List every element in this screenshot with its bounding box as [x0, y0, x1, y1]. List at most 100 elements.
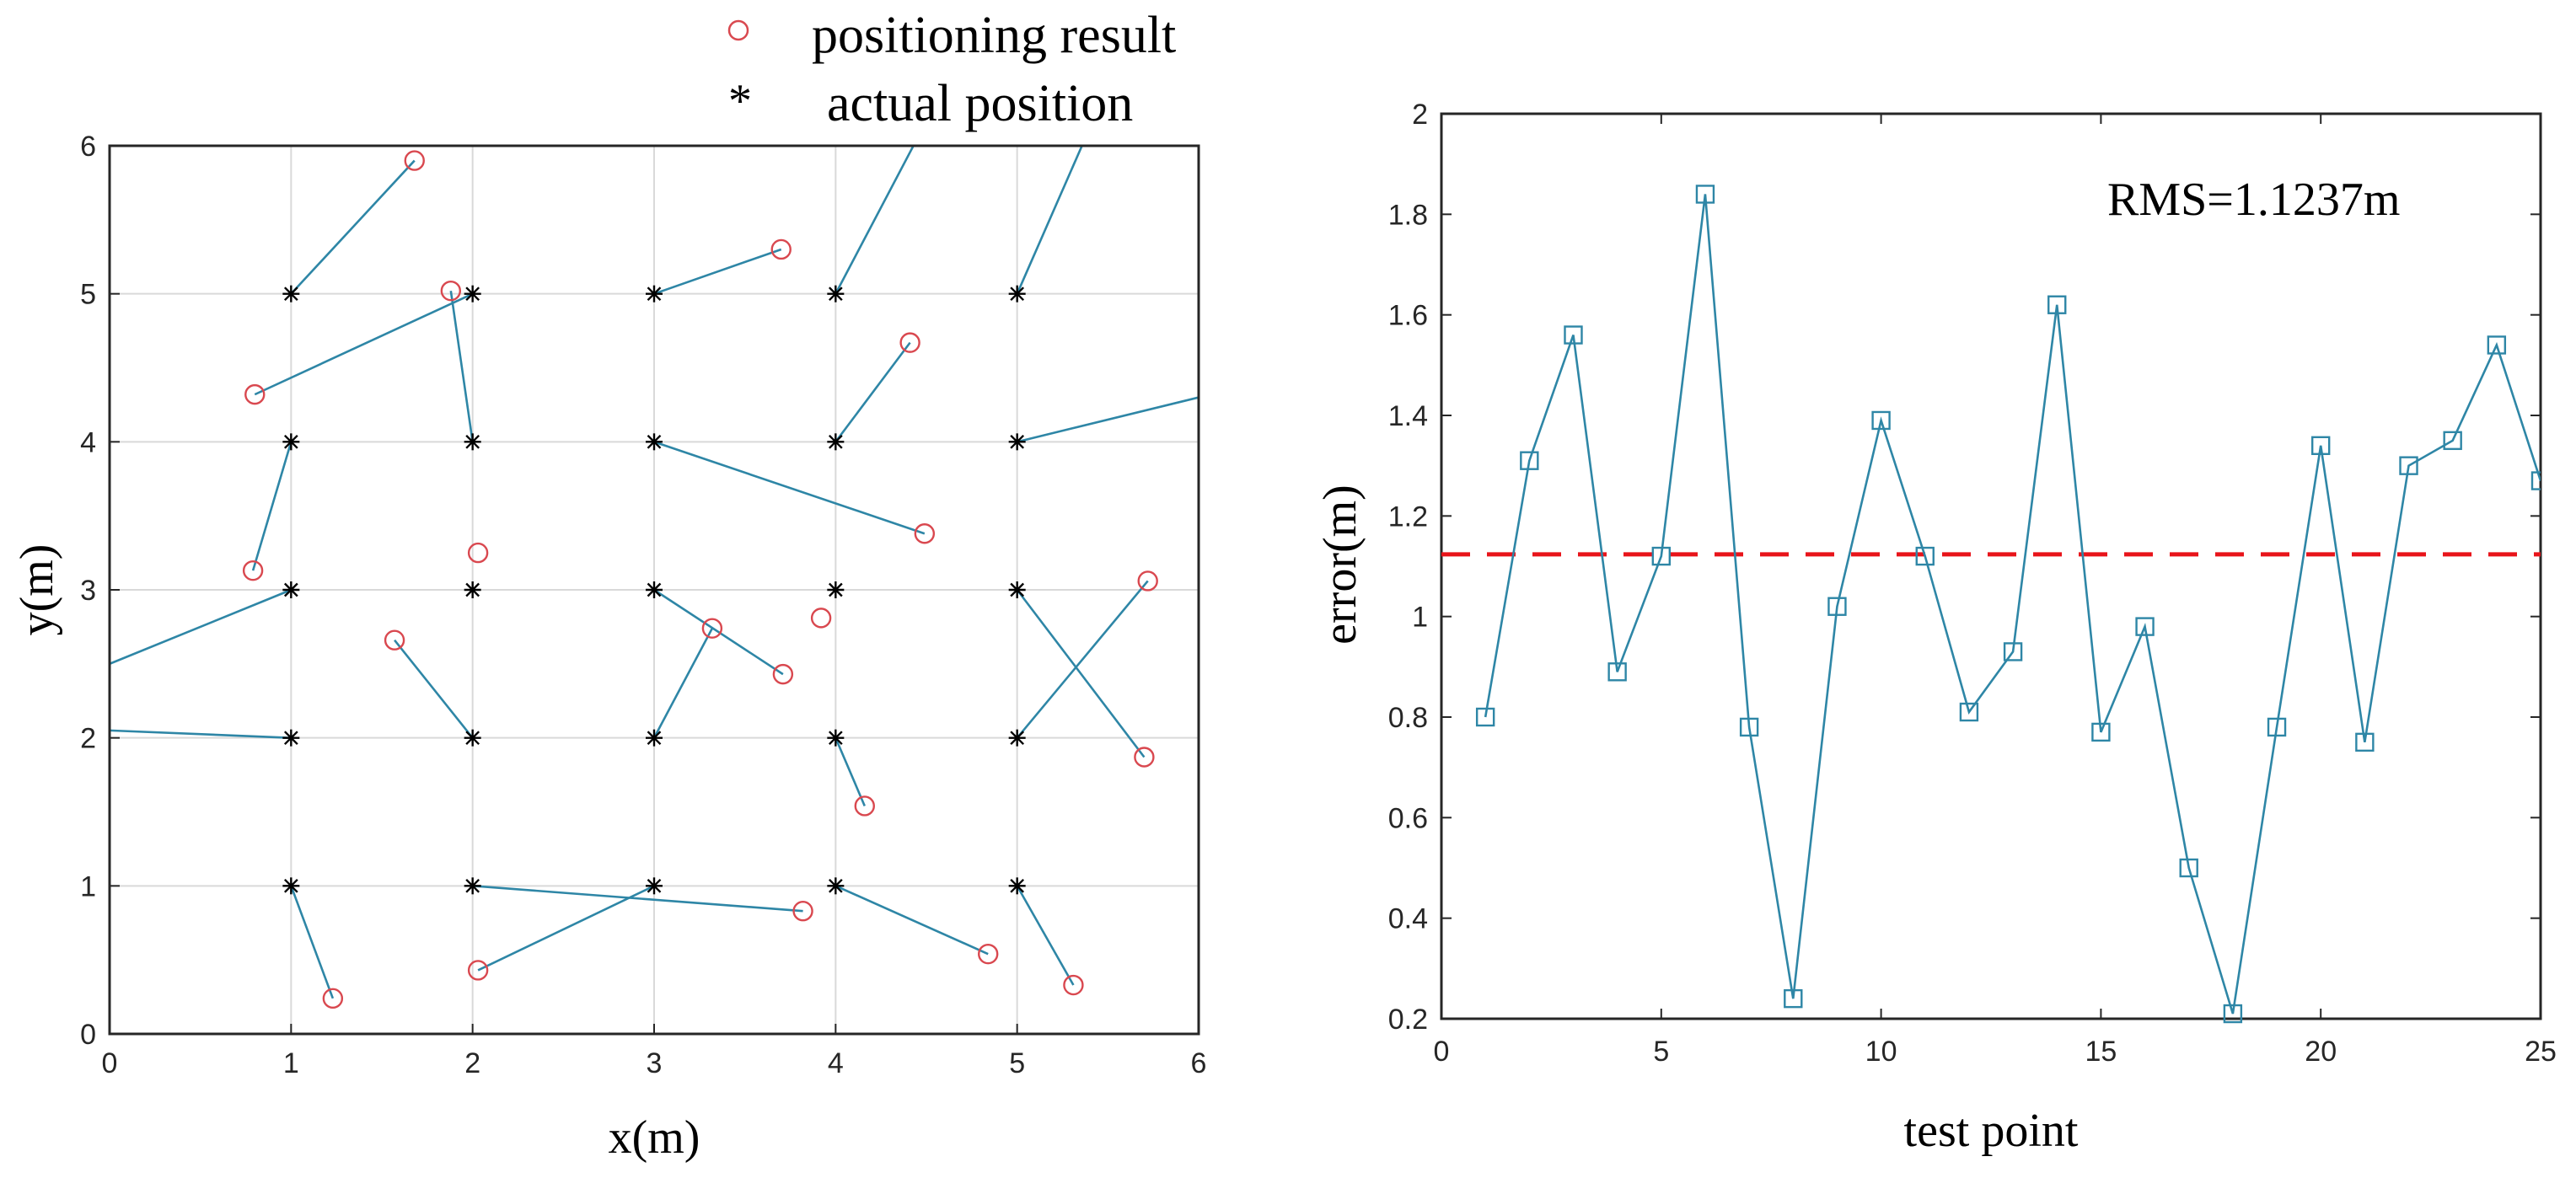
legend-actual-label: actual position	[827, 75, 1133, 132]
error-segment	[1016, 589, 1146, 758]
positioning-result-marker	[772, 663, 794, 685]
actual-position-marker	[646, 729, 663, 747]
positioning-result-marker	[404, 150, 425, 171]
right-y-tick-label: 2	[1412, 99, 1428, 131]
asterisk-stroke	[283, 286, 298, 302]
error-point-marker	[2399, 456, 2418, 475]
asterisk-stroke	[1010, 731, 1025, 746]
positioning-scatter-chart: 0 1 2 3 4 5 6 0 1 2 3 4 5 6 x(m) y(m) positioning res…	[11, 7, 1206, 1164]
error-point-marker	[2003, 642, 2023, 661]
error-point-marker	[2355, 732, 2375, 752]
error-point-marker	[2487, 335, 2507, 355]
left-x-tick-label: 2	[464, 1047, 480, 1079]
asterisk-stroke	[828, 286, 843, 302]
left-y-axis-title: y(m)	[11, 544, 63, 636]
legend-result-label: positioning result	[812, 7, 1176, 64]
positioning-result-marker	[854, 795, 875, 817]
positioning-result-marker	[467, 542, 489, 564]
error-segment	[835, 146, 915, 295]
error-point-marker	[2091, 722, 2111, 742]
asterisk-stroke	[647, 582, 662, 597]
actual-position-marker	[646, 433, 663, 451]
asterisk-stroke	[465, 582, 480, 597]
actual-position-marker	[464, 877, 481, 895]
actual-position-marker	[1008, 433, 1026, 451]
right-error-series	[1475, 185, 2541, 1024]
legend-actual-marker: *	[728, 75, 752, 127]
asterisk-stroke	[1010, 286, 1025, 302]
positioning-result-marker	[701, 618, 723, 639]
error-segment	[653, 441, 926, 535]
right-y-tick-label: 0.6	[1388, 802, 1428, 834]
asterisk-stroke	[1010, 434, 1025, 449]
right-x-tick-label: 10	[1865, 1036, 1897, 1068]
error-segment	[477, 885, 655, 972]
error-point-marker	[1520, 451, 1539, 470]
error-point-marker	[1475, 707, 1495, 727]
error-point-marker	[1827, 597, 1847, 616]
actual-position-marker	[464, 285, 481, 303]
left-result-markers	[242, 150, 1158, 1009]
actual-position-marker	[1008, 581, 1026, 598]
actual-position-marker	[827, 581, 845, 598]
asterisk-stroke	[828, 731, 843, 746]
error-segment	[835, 341, 911, 443]
actual-position-marker	[827, 877, 845, 895]
asterisk-stroke	[647, 731, 662, 746]
actual-position-marker	[282, 433, 300, 451]
error-segment	[1016, 885, 1075, 986]
error-segment	[394, 639, 474, 739]
right-plot-frame	[1440, 112, 2542, 1020]
error-segment	[290, 159, 416, 295]
asterisk-stroke	[828, 878, 843, 893]
left-y-tick-label: 4	[80, 426, 96, 458]
actual-position-marker	[827, 285, 845, 303]
actual-position-marker	[464, 729, 481, 747]
error-segment	[1016, 146, 1083, 295]
right-y-axis-title: error(m)	[1314, 485, 1366, 645]
left-y-tick-label: 1	[80, 870, 96, 902]
asterisk-stroke	[1010, 582, 1025, 597]
right-y-tick-label: 1.4	[1388, 400, 1428, 432]
error-point-marker	[1784, 988, 1803, 1009]
positioning-result-marker	[792, 900, 813, 922]
error-point-marker	[1915, 546, 1935, 566]
positioning-result-marker	[770, 238, 792, 260]
asterisk-stroke	[283, 878, 298, 893]
error-point-marker	[1695, 185, 1715, 204]
right-y-tick-label: 1.8	[1388, 199, 1428, 231]
asterisk-stroke	[283, 731, 298, 746]
error-segment	[835, 885, 989, 956]
asterisk-stroke	[1010, 878, 1025, 893]
error-line	[1484, 194, 2541, 1015]
error-point-marker	[2047, 295, 2067, 314]
legend: positioning result * actual position	[727, 7, 1176, 132]
actual-position-marker	[646, 877, 663, 895]
asterisk-stroke	[465, 434, 480, 449]
left-ticks	[109, 145, 1199, 1035]
error-segment	[653, 248, 782, 295]
positioning-result-marker	[244, 383, 266, 405]
right-y-tick-label: 1	[1412, 602, 1428, 634]
right-x-axis-title: test point	[1904, 1105, 2079, 1157]
error-point-marker	[2135, 617, 2155, 636]
right-x-tick-label: 20	[2305, 1036, 2337, 1068]
error-point-marker	[2530, 471, 2541, 490]
positioning-result-marker	[467, 960, 489, 981]
error-segment	[449, 290, 474, 442]
asterisk-stroke	[647, 286, 662, 302]
actual-position-marker	[1008, 877, 1026, 895]
left-y-tick-label: 3	[80, 575, 96, 607]
rms-annotation: RMS=1.1237m	[2107, 174, 2400, 226]
error-point-marker	[1564, 325, 1583, 345]
right-x-tick-label: 0	[1434, 1036, 1450, 1068]
error-point-marker	[1739, 717, 1759, 737]
right-y-tick-label: 1.6	[1388, 300, 1428, 332]
error-point-marker	[1607, 662, 1627, 682]
positioning-result-marker	[440, 280, 462, 302]
right-x-tick-label: 5	[1653, 1036, 1669, 1068]
error-point-marker	[2310, 436, 2331, 455]
error-point-marker	[2179, 858, 2198, 878]
right-y-tick-label: 0.2	[1388, 1004, 1428, 1036]
positioning-result-marker	[810, 608, 832, 629]
